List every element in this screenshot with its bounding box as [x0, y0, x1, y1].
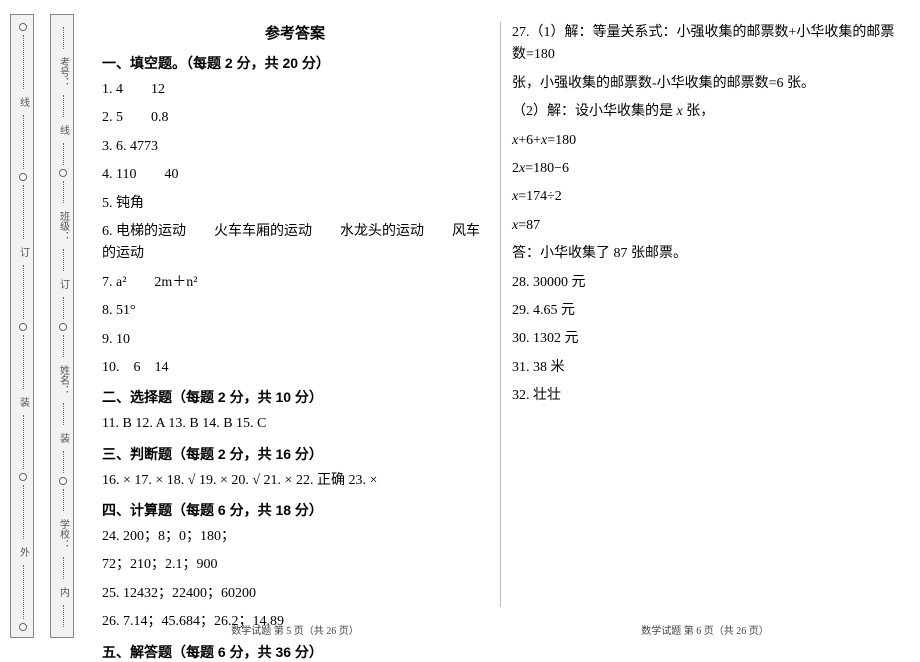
binding-dots — [63, 605, 64, 627]
binding-inner-label: 订 — [56, 279, 71, 289]
section-a-heading: 一、填空题。（每题 2 分，共 20 分） — [102, 53, 488, 73]
ans-line: 30. 1302 元 — [512, 328, 898, 350]
equation-line: x=174÷2 — [512, 186, 898, 208]
binding-inner-label: 学校： — [56, 519, 71, 549]
binding-inner-label: 班级： — [56, 211, 71, 241]
ans-line: 72；210；2.1；900 — [102, 554, 488, 576]
text: =180−6 — [525, 161, 569, 176]
ans-line: 张，小强收集的邮票数-小华收集的邮票数=6 张。 — [512, 73, 898, 95]
binding-inner-label: 姓名： — [56, 365, 71, 395]
ans-line: 32. 壮壮 — [512, 385, 898, 407]
text: =174÷2 — [518, 189, 562, 204]
binding-dots — [63, 27, 64, 49]
right-column: 27.（1）解：等量关系式：小强收集的邮票数+小华收集的邮票数=180 张，小强… — [500, 10, 910, 641]
binding-circle — [19, 623, 27, 631]
ans-line: 2. 5 0.8 — [102, 107, 488, 129]
binding-dots — [23, 565, 24, 619]
equation-line: x+6+x=180 — [512, 130, 898, 152]
binding-dots — [23, 265, 24, 319]
binding-circle — [59, 323, 67, 331]
text: 2 — [512, 161, 519, 176]
ans-line: 27.（1）解：等量关系式：小强收集的邮票数+小华收集的邮票数=180 — [512, 22, 898, 67]
binding-inner-label: 线 — [56, 125, 71, 135]
binding-strip-inner: 考号： 线 班级： 订 姓名： 装 学校： 内 — [50, 14, 74, 638]
binding-circle — [19, 23, 27, 31]
ans-line: 29. 4.65 元 — [512, 300, 898, 322]
binding-circle — [59, 477, 67, 485]
ans-line: 4. 110 40 — [102, 164, 488, 186]
page-footer-left: 数学试题 第 5 页（共 26 页） — [90, 622, 500, 637]
binding-inner-label: 装 — [56, 433, 71, 443]
page-footer-right: 数学试题 第 6 页（共 26 页） — [500, 622, 910, 637]
binding-strip-outer: 线 订 装 外 — [10, 14, 34, 638]
binding-inner-label: 内 — [56, 587, 71, 597]
section-c-heading: 三、判断题（每题 2 分，共 16 分） — [102, 444, 488, 464]
binding-dots — [23, 185, 24, 239]
binding-outer-label: 线 — [16, 97, 31, 107]
ans-line: 24. 200；8；0；180； — [102, 526, 488, 548]
ans-line: 25. 12432；22400；60200 — [102, 583, 488, 605]
binding-dots — [63, 557, 64, 579]
ans-line: 3. 6. 4773 — [102, 136, 488, 158]
binding-dots — [63, 451, 64, 473]
ans-line: 31. 38 米 — [512, 357, 898, 379]
binding-dots — [23, 485, 24, 539]
binding-outer-label: 装 — [16, 397, 31, 407]
ans-line: 9. 10 — [102, 329, 488, 351]
equation-line: 2x=180−6 — [512, 158, 898, 180]
binding-circle — [19, 323, 27, 331]
binding-dots — [63, 335, 64, 357]
binding-dots — [63, 489, 64, 511]
answers-title: 参考答案 — [102, 22, 488, 43]
binding-outer-content: 线 订 装 外 — [11, 15, 35, 639]
page-area: 参考答案 一、填空题。（每题 2 分，共 20 分） 1. 4 12 2. 5 … — [90, 10, 910, 641]
binding-dots — [63, 297, 64, 319]
ans-line: 5. 钝角 — [102, 193, 488, 215]
binding-dots — [23, 35, 24, 89]
binding-dots — [63, 143, 64, 165]
binding-dots — [63, 249, 64, 271]
ans-line: 16. × 17. × 18. √ 19. × 20. √ 21. × 22. … — [102, 470, 488, 492]
section-b-heading: 二、选择题（每题 2 分，共 10 分） — [102, 387, 488, 407]
binding-dots — [63, 403, 64, 425]
binding-outer-label: 订 — [16, 247, 31, 257]
binding-inner-label: 考号： — [56, 57, 71, 87]
binding-circle — [59, 169, 67, 177]
text: +6+ — [518, 133, 541, 148]
text: （2）解：设小华收集的是 — [512, 104, 677, 119]
binding-outer-label: 外 — [16, 547, 31, 557]
left-column: 参考答案 一、填空题。（每题 2 分，共 20 分） 1. 4 12 2. 5 … — [90, 10, 500, 641]
ans-line: 28. 30000 元 — [512, 272, 898, 294]
ans-line: 6. 电梯的运动 火车车厢的运动 水龙头的运动 风车的运动 — [102, 221, 488, 266]
ans-line: 10. 6 14 — [102, 357, 488, 379]
section-e-heading: 五、解答题（每题 6 分，共 36 分） — [102, 642, 488, 662]
ans-line: 7. a² 2m＋n² — [102, 272, 488, 294]
text: =87 — [518, 218, 540, 233]
binding-circle — [19, 473, 27, 481]
ans-line: （2）解：设小华收集的是 x 张， — [512, 101, 898, 123]
ans-line: 答：小华收集了 87 张邮票。 — [512, 243, 898, 265]
binding-dots — [23, 335, 24, 389]
ans-line: 8. 51° — [102, 300, 488, 322]
equation-line: x=87 — [512, 215, 898, 237]
text: 张， — [683, 104, 715, 119]
ans-line: 1. 4 12 — [102, 79, 488, 101]
binding-dots — [63, 181, 64, 203]
binding-dots — [23, 415, 24, 469]
section-d-heading: 四、计算题（每题 6 分，共 18 分） — [102, 500, 488, 520]
binding-circle — [19, 173, 27, 181]
binding-dots — [63, 95, 64, 117]
binding-inner-content: 考号： 线 班级： 订 姓名： 装 学校： 内 — [51, 15, 75, 639]
binding-dots — [23, 115, 24, 169]
ans-line: 11. B 12. A 13. B 14. B 15. C — [102, 413, 488, 435]
text: =180 — [547, 133, 576, 148]
